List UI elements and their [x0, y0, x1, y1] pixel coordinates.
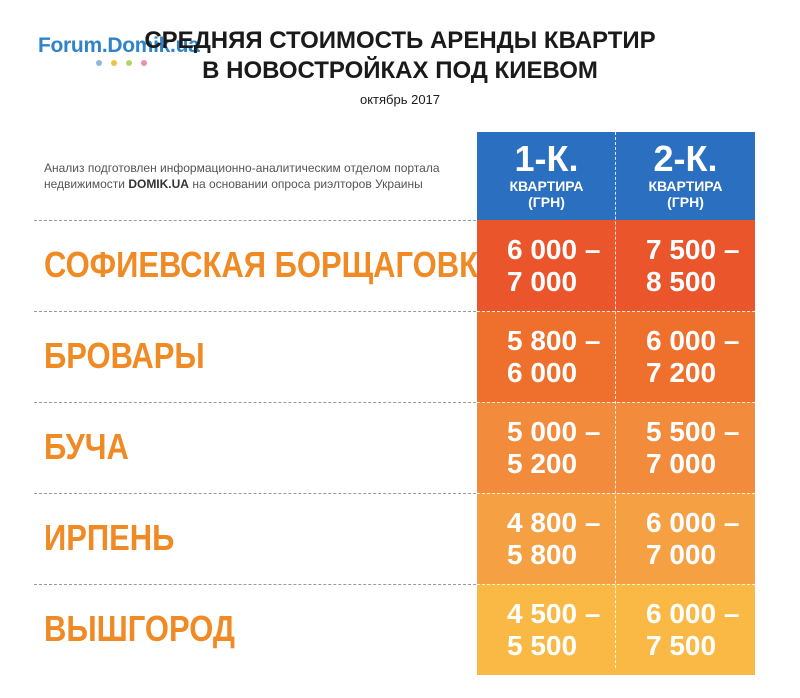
column-separator — [615, 132, 616, 668]
city-name: СОФИЕВСКАЯ БОРЩАГОВКА — [44, 244, 501, 285]
logo-dot — [126, 60, 132, 66]
source-note-line1: Анализ подготовлен информационно-аналити… — [44, 161, 440, 175]
price-to: 7 200 — [646, 357, 717, 388]
logo-dot — [96, 60, 102, 66]
header-col-1-sub2: (ГРН) — [528, 194, 565, 210]
price-cell-col1: 5 800 –6 000 — [477, 311, 616, 402]
price-to: 7 000 — [646, 539, 717, 570]
header-col-1: 1-К. КВАРТИРА (ГРН) — [477, 132, 616, 220]
header-col-1-title: 1-К. — [514, 138, 579, 179]
page-subtitle: октябрь 2017 — [359, 92, 441, 107]
city-name: ВЫШГОРОД — [44, 608, 235, 649]
city-name: ИРПЕНЬ — [44, 517, 175, 558]
price-to: 5 500 — [507, 630, 578, 661]
price-to: 8 500 — [646, 266, 717, 297]
price-from: 4 800 – — [507, 507, 601, 538]
price-to: 6 000 — [507, 357, 578, 388]
row-separator — [477, 493, 755, 494]
price-cell-col1: 4 800 –5 800 — [477, 493, 616, 584]
price-cell-col1: 4 500 –5 500 — [477, 584, 616, 675]
row-divider — [34, 584, 476, 585]
price-cell-col2: 7 500 –8 500 — [616, 220, 755, 311]
price-cell-col2: 6 000 –7 000 — [616, 493, 755, 584]
header-col-2-sub2: (ГРН) — [667, 194, 704, 210]
price-from: 4 500 – — [507, 598, 601, 629]
price-cell-col2: 6 000 –7 500 — [616, 584, 755, 675]
price-from: 5 500 – — [646, 416, 740, 447]
logo-dots — [96, 60, 147, 66]
price-to: 5 800 — [507, 539, 578, 570]
row-separator — [477, 311, 755, 312]
logo: Forum.Domik.ua — [38, 34, 200, 57]
price-from: 7 500 – — [646, 234, 740, 265]
table-row: 4 800 –5 800 6 000 –7 000 — [477, 493, 755, 584]
price-to: 5 200 — [507, 448, 578, 479]
price-cell-col1: 5 000 –5 200 — [477, 402, 616, 493]
row-separator — [477, 584, 755, 585]
row-divider — [34, 493, 476, 494]
page-title-line1: СРЕДНЯЯ СТОИМОСТЬ АРЕНДЫ КВАРТИР — [144, 27, 656, 54]
source-note-suffix: на основании опроса риэлторов Украины — [188, 177, 423, 191]
row-divider — [34, 402, 476, 403]
source-note-brand: DOMIK.UA — [128, 177, 189, 191]
price-from: 6 000 – — [507, 234, 601, 265]
row-divider — [34, 220, 476, 221]
header-col-1-sub1: КВАРТИРА — [509, 178, 584, 194]
price-to: 7 000 — [507, 266, 578, 297]
source-note-line2: недвижимости DOMIK.UA на основании опрос… — [44, 176, 464, 192]
price-cell-col2: 6 000 –7 200 — [616, 311, 755, 402]
header-col-2-sub1: КВАРТИРА — [648, 178, 723, 194]
table-row: 6 000 –7 000 7 500 –8 500 — [477, 220, 755, 311]
header-col-2-title: 2-К. — [653, 138, 718, 179]
price-to: 7 500 — [646, 630, 717, 661]
row-separator — [477, 402, 755, 403]
price-from: 5 800 – — [507, 325, 601, 356]
source-note: Анализ подготовлен информационно-аналити… — [44, 160, 464, 192]
table-row: 4 500 –5 500 6 000 –7 500 — [477, 584, 755, 675]
logo-dot — [111, 60, 117, 66]
logo-dot — [141, 60, 147, 66]
price-from: 6 000 – — [646, 598, 740, 629]
price-table: 1-К. КВАРТИРА (ГРН) 2-К. КВАРТИРА (ГРН) … — [477, 132, 755, 675]
page-title-line2: В НОВОСТРОЙКАХ ПОД КИЕВОМ — [202, 57, 598, 84]
price-to: 7 000 — [646, 448, 717, 479]
table-row: 5 800 –6 000 6 000 –7 200 — [477, 311, 755, 402]
table-header: 1-К. КВАРТИРА (ГРН) 2-К. КВАРТИРА (ГРН) — [477, 132, 755, 220]
price-cell-col1: 6 000 –7 000 — [477, 220, 616, 311]
price-from: 6 000 – — [646, 507, 740, 538]
city-name: БУЧА — [44, 426, 129, 467]
price-from: 6 000 – — [646, 325, 740, 356]
source-note-prefix: недвижимости — [44, 177, 129, 191]
price-cell-col2: 5 500 –7 000 — [616, 402, 755, 493]
row-divider — [34, 311, 476, 312]
city-name: БРОВАРЫ — [44, 335, 205, 376]
header-col-2: 2-К. КВАРТИРА (ГРН) — [616, 132, 755, 220]
price-from: 5 000 – — [507, 416, 601, 447]
table-row: 5 000 –5 200 5 500 –7 000 — [477, 402, 755, 493]
